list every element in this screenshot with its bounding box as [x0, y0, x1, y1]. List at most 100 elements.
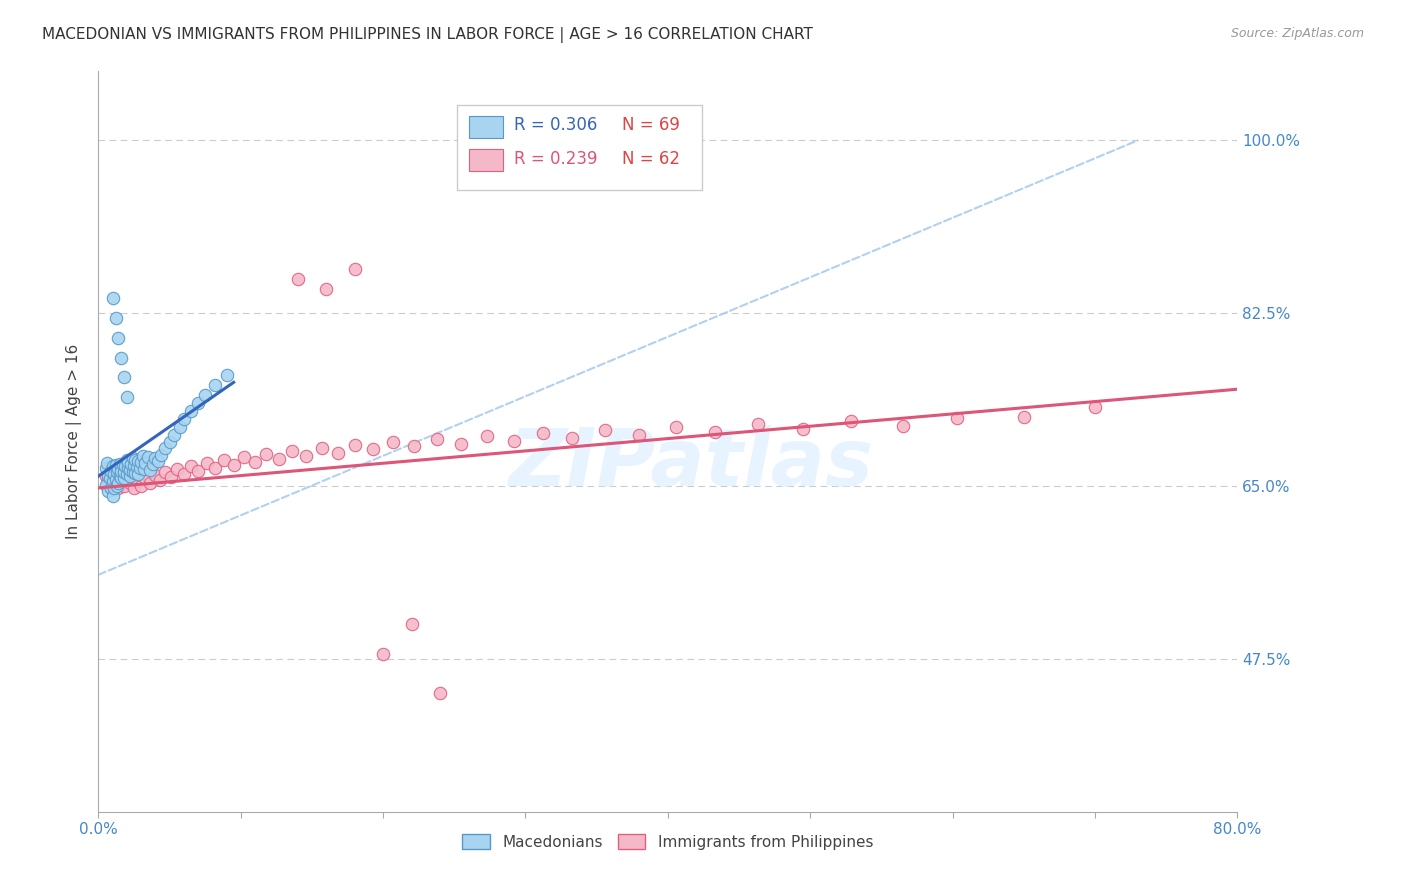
Point	[121, 451, 143, 466]
Point	[194, 388, 217, 402]
FancyBboxPatch shape	[457, 104, 702, 190]
Y-axis label: In Labor Force | Age > 16: In Labor Force | Age > 16	[66, 344, 82, 539]
Point	[138, 475, 160, 490]
Point	[94, 469, 117, 483]
Point	[215, 368, 238, 383]
Point	[426, 432, 449, 446]
Point	[138, 463, 160, 477]
Point	[110, 474, 132, 488]
Point	[404, 440, 426, 454]
Point	[295, 450, 318, 464]
Point	[159, 434, 181, 449]
Point	[212, 453, 235, 467]
Point	[155, 465, 177, 479]
Point	[373, 647, 395, 661]
Point	[122, 459, 145, 474]
Point	[103, 481, 125, 495]
Point	[117, 455, 139, 469]
Point	[121, 465, 143, 479]
Point	[127, 474, 149, 488]
Point	[149, 473, 172, 487]
Point	[204, 461, 226, 475]
Point	[103, 467, 125, 482]
Point	[131, 450, 153, 464]
Point	[169, 419, 191, 434]
Point	[107, 331, 129, 345]
Point	[134, 471, 156, 485]
Point	[187, 464, 209, 478]
Point	[946, 410, 969, 425]
Point	[204, 378, 226, 392]
Point	[315, 281, 337, 295]
Point	[96, 456, 118, 470]
Point	[503, 434, 526, 448]
Point	[150, 448, 173, 462]
Point	[134, 456, 156, 470]
Point	[101, 474, 124, 488]
Point	[531, 425, 554, 440]
Point	[891, 418, 914, 433]
Point	[254, 447, 277, 461]
Point	[101, 471, 124, 485]
Point	[104, 311, 127, 326]
Point	[101, 292, 124, 306]
Point	[128, 461, 150, 475]
Point	[111, 458, 134, 473]
Point	[287, 271, 309, 285]
Point	[124, 453, 146, 467]
Point	[243, 455, 266, 469]
Point	[222, 458, 245, 473]
Point	[100, 464, 122, 478]
Point	[195, 456, 218, 470]
Point	[129, 479, 152, 493]
Point	[281, 444, 304, 458]
Point	[269, 452, 291, 467]
Point	[361, 442, 384, 457]
Point	[155, 442, 177, 456]
Point	[173, 412, 195, 426]
Point	[166, 462, 188, 476]
Text: N = 69: N = 69	[623, 117, 681, 135]
Point	[132, 462, 155, 476]
Point	[382, 434, 405, 449]
Point	[112, 465, 135, 479]
Point	[118, 463, 141, 477]
Point	[311, 442, 333, 456]
Point	[401, 617, 423, 632]
Point	[115, 390, 138, 404]
Text: ZIPatlas: ZIPatlas	[508, 425, 873, 503]
Point	[94, 478, 117, 492]
Point	[110, 471, 132, 485]
Point	[747, 417, 769, 431]
Point	[115, 453, 138, 467]
Point	[180, 459, 202, 474]
Point	[97, 469, 120, 483]
Point	[105, 465, 128, 479]
Text: R = 0.239: R = 0.239	[515, 150, 598, 168]
Point	[1012, 409, 1035, 424]
Point	[593, 423, 616, 437]
Point	[118, 469, 141, 483]
Point	[101, 459, 124, 474]
Point	[180, 404, 202, 418]
Point	[475, 428, 498, 442]
Point	[232, 450, 254, 465]
Point	[703, 425, 725, 439]
Point	[450, 436, 472, 450]
Point	[110, 351, 132, 365]
Point	[145, 468, 167, 483]
Point	[117, 461, 139, 475]
Point	[124, 466, 146, 480]
Point	[118, 475, 141, 490]
Point	[100, 481, 122, 495]
Point	[112, 370, 135, 384]
Point	[561, 431, 583, 445]
Point	[127, 467, 149, 482]
Point	[115, 467, 138, 482]
Point	[665, 419, 688, 434]
Point	[108, 469, 131, 483]
Point	[107, 475, 129, 490]
Point	[98, 471, 121, 485]
Point	[125, 460, 148, 475]
Point	[127, 454, 149, 468]
